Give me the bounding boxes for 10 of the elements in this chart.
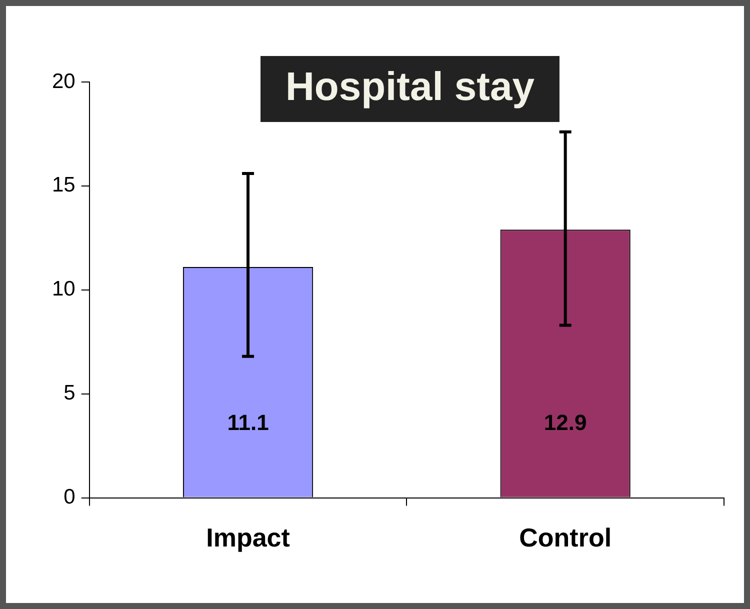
x-tick-label: Impact [206, 522, 290, 553]
y-tick-label: 0 [64, 486, 76, 509]
y-tick-label: 15 [52, 174, 76, 197]
y-tick-label: 20 [52, 70, 76, 93]
x-tick-label: Control [519, 522, 612, 553]
data-label: 12.9 [544, 410, 587, 435]
y-tick-label: 10 [52, 278, 76, 301]
data-label: 11.1 [227, 410, 269, 435]
y-tick-label: 5 [64, 382, 76, 405]
chart-title: Hospital stay [286, 65, 536, 110]
